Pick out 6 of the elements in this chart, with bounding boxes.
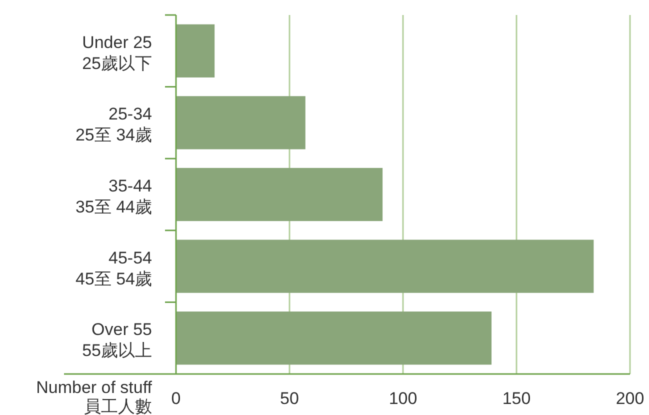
x-tick-label: 200: [616, 389, 644, 408]
x-tick-label: 100: [388, 389, 418, 408]
x-tick-label: 50: [280, 389, 299, 408]
x-tick-label: 150: [502, 389, 531, 408]
x-tick-label: 0: [171, 389, 181, 408]
x-label: Number of stuff 員工人數: [36, 378, 152, 415]
